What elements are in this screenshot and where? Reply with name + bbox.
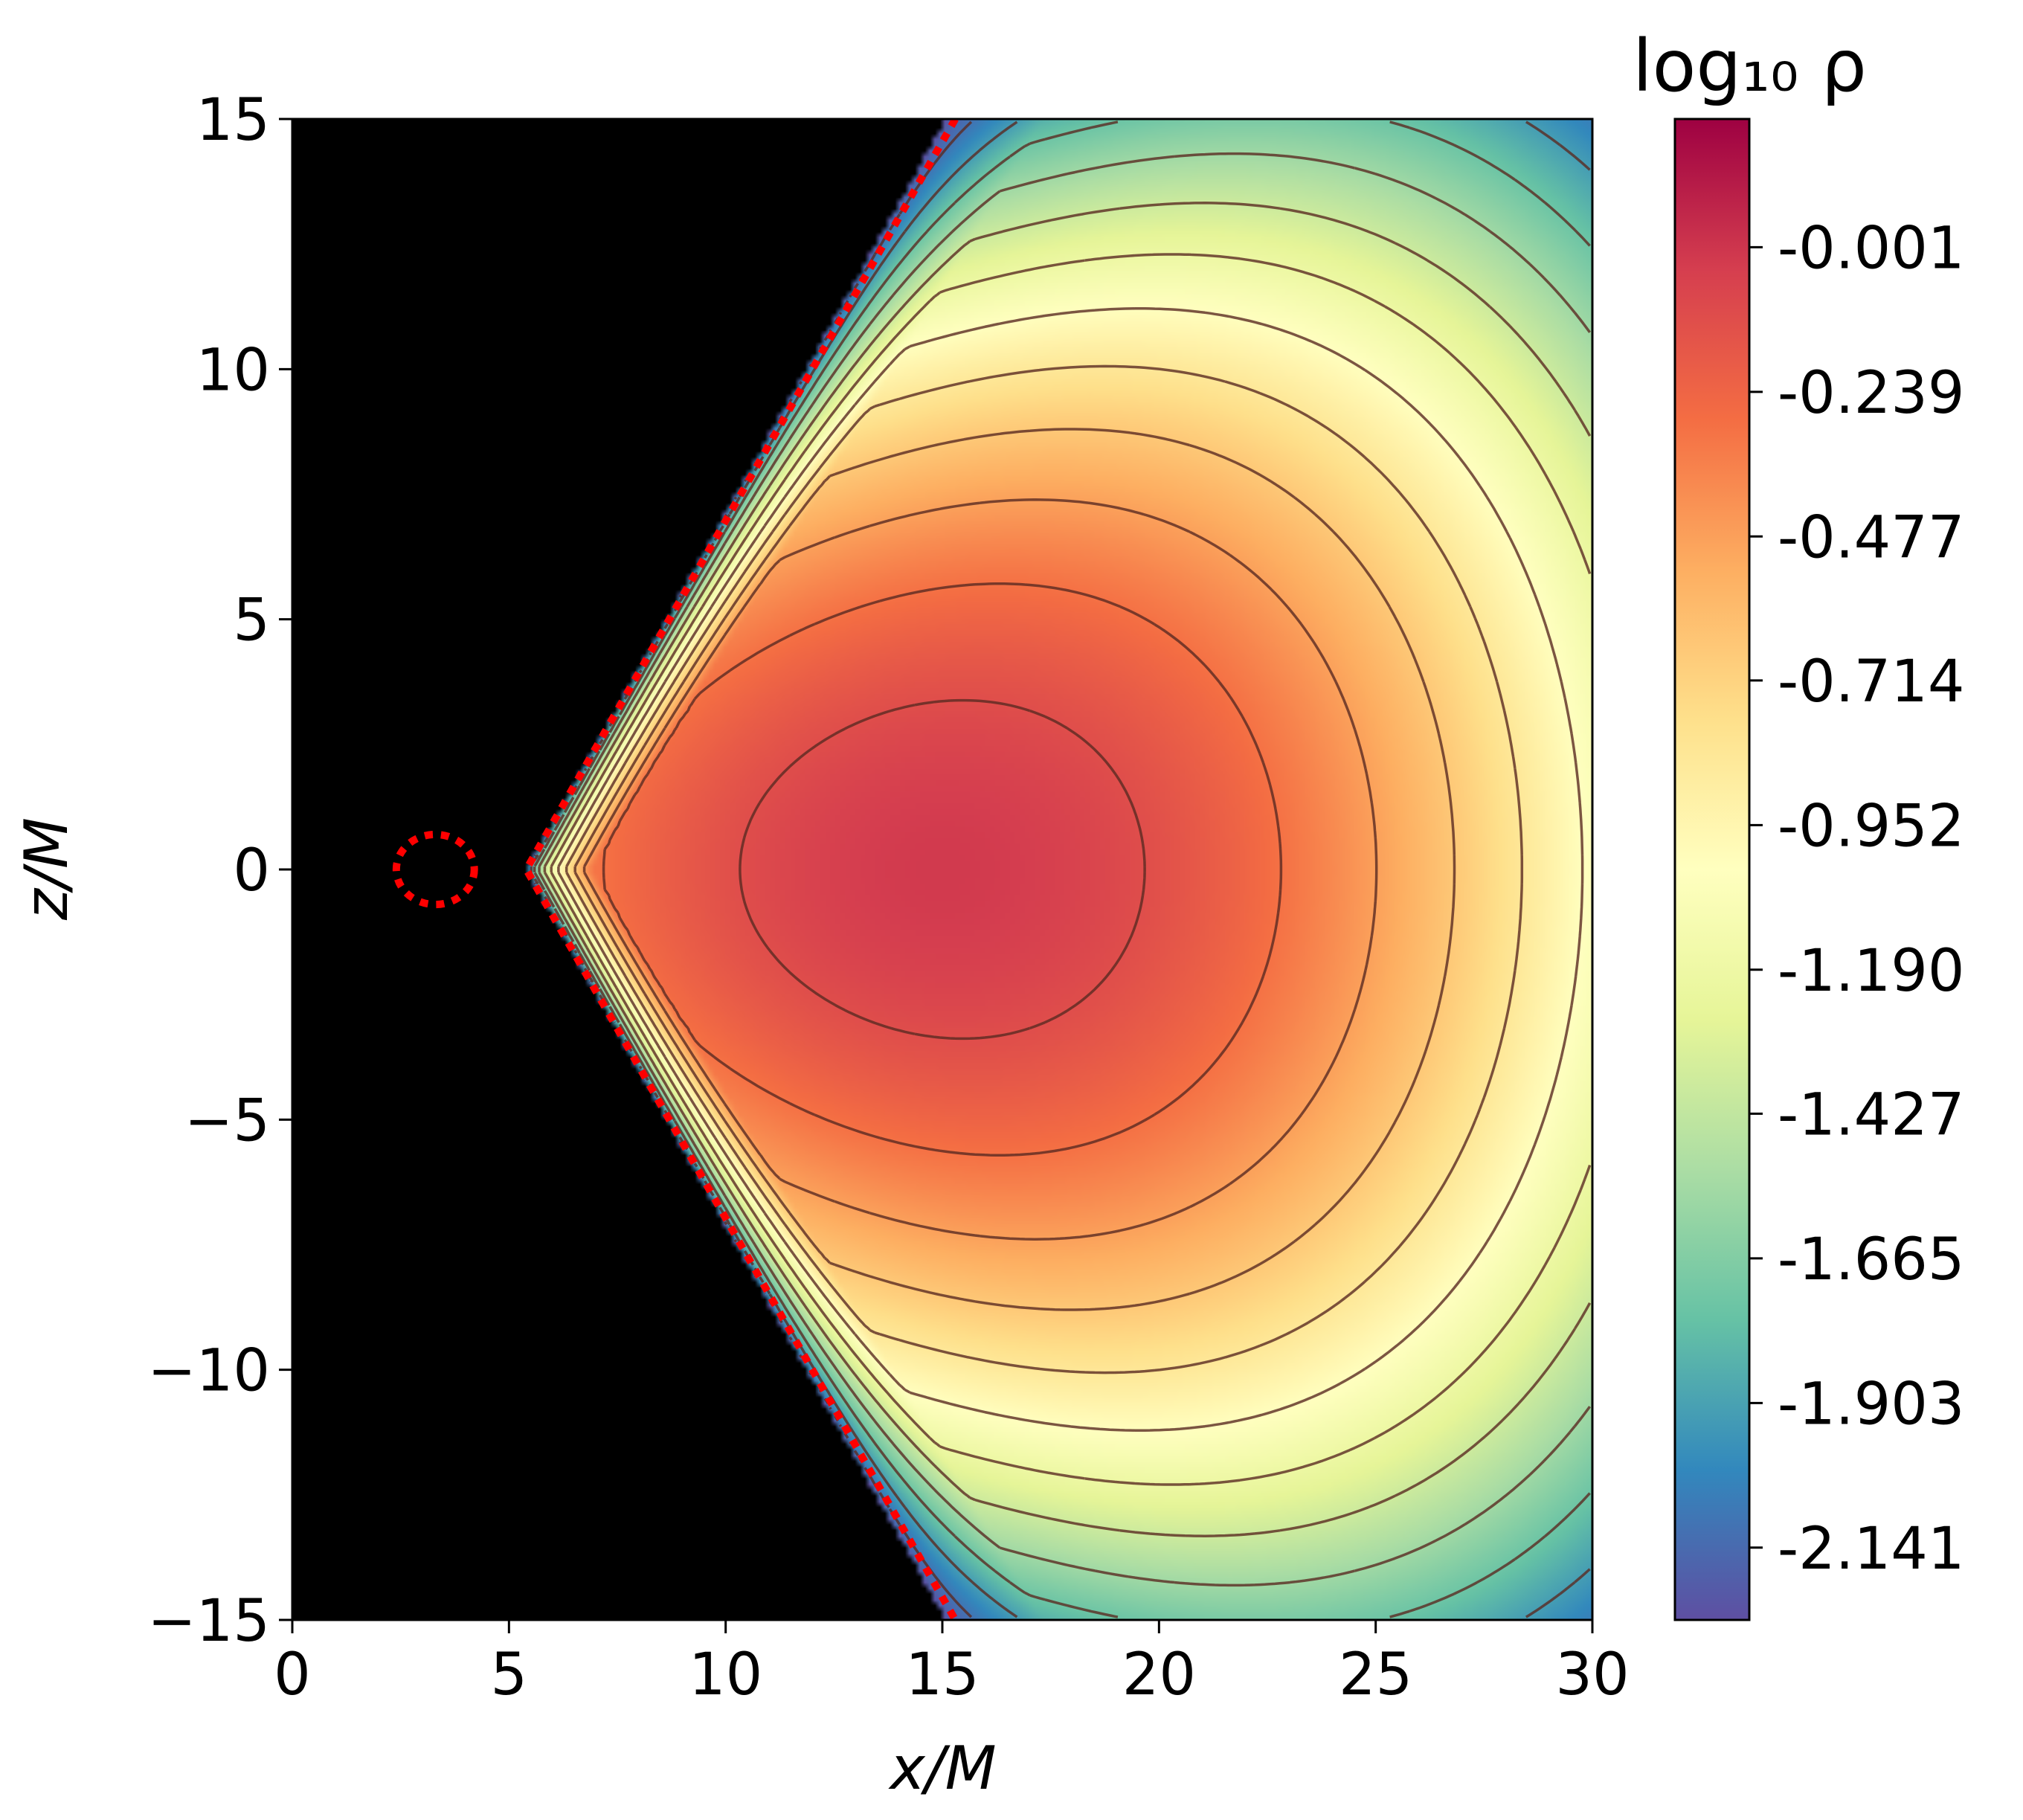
colorbar-tick-label: -0.239 [1778,360,1964,427]
x-tick-label: 20 [1122,1641,1196,1708]
contour-line-6 [550,253,1592,1486]
y-tick-label: −10 [147,1338,270,1405]
colorbar-title: log₁₀ ρ [1633,25,1867,108]
y-tick-label: −5 [184,1087,270,1154]
contour-line-8 [538,152,1592,1587]
plot-area [292,119,1592,1620]
y-tick-label: 10 [196,337,270,404]
colorbar [1673,118,1751,1621]
contour-line-1 [602,582,1283,1157]
contour-line-9 [533,120,1591,1618]
colorbar-tick-label: -1.190 [1778,938,1964,1005]
y-tick-label: 5 [233,588,270,655]
density-boundary-outline [521,119,959,1620]
colorbar-tick-label: -1.903 [1778,1371,1964,1438]
y-tick-label: 15 [196,87,270,154]
x-tick-label: 10 [689,1641,762,1708]
colorbar-tick-label: -0.952 [1778,793,1964,860]
x-tick-label: 5 [491,1641,528,1708]
x-axis-ticks: 0 5 10 15 20 25 30 [274,1620,1630,1708]
colorbar-tick-label: -0.001 [1778,215,1964,282]
x-tick-label: 30 [1555,1641,1629,1708]
x-axis-label: x/M [887,1734,996,1803]
contour-line-7 [543,202,1592,1537]
y-tick-label: −15 [147,1588,270,1655]
contour-line-5 [557,307,1584,1432]
contour-line-3 [573,428,1456,1311]
x-tick-label: 15 [905,1641,979,1708]
y-tick-label: 0 [233,837,270,904]
x-tick-label: 0 [274,1641,311,1708]
colorbar-tick-label: -1.665 [1778,1226,1964,1293]
contour-line-4 [565,364,1524,1374]
colorbar-tick-label: -0.714 [1778,649,1964,716]
colorbar-ticks: -0.001 -0.239 -0.477 -0.714 -0.952 -1.190 -1.4… [1749,215,1964,1583]
contour-line-2 [582,498,1378,1241]
y-axis-ticks: 15 10 5 0 −5 −10 −15 [147,87,292,1655]
contour-line-0 [739,698,1146,1041]
x-tick-label: 25 [1339,1641,1412,1708]
colorbar-tick-label: -2.141 [1778,1516,1964,1583]
colorbar-tick-label: -1.427 [1778,1081,1964,1148]
y-axis-label: z/M [12,817,81,921]
inner-blob-outline [392,830,478,909]
colorbar-tick-label: -0.477 [1778,504,1964,571]
density-heatmap [292,119,1592,1620]
